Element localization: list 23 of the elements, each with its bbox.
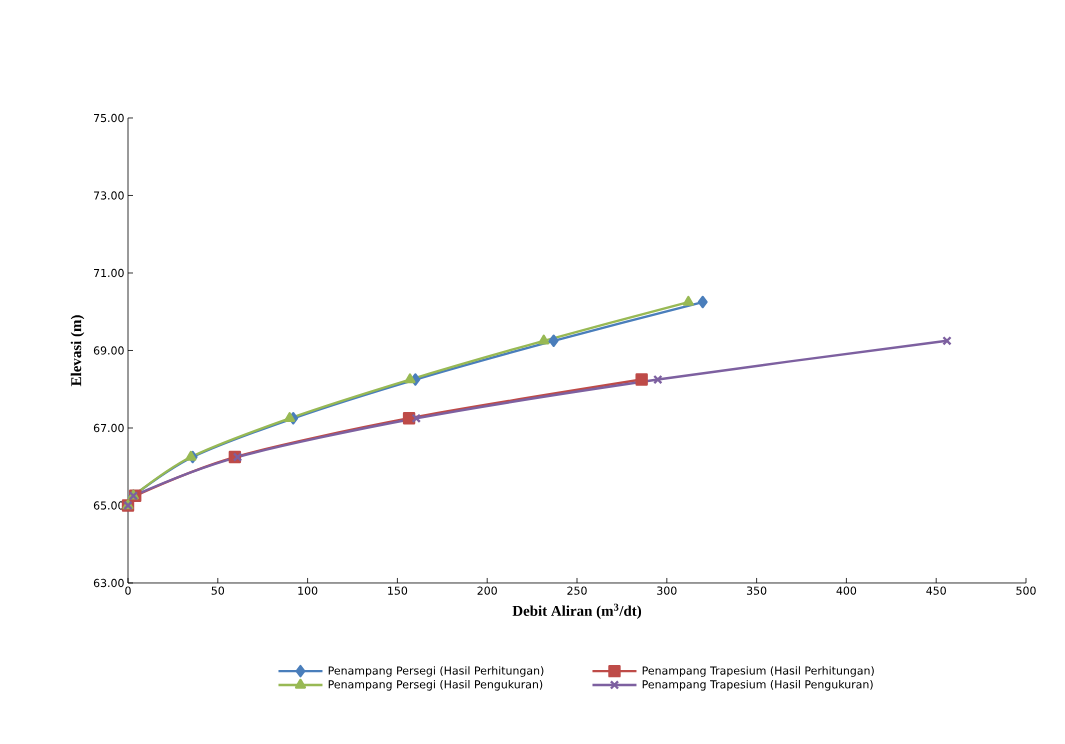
y-tick-label: 69.00 [93, 346, 124, 355]
x-tick-label: 0 [125, 586, 131, 595]
x-tick-label: 100 [298, 586, 318, 595]
legend-label: Penampang Trapesium (Hasil Perhitungan) [642, 666, 874, 677]
x-tick-label: 50 [211, 586, 225, 595]
x-axis-title: Debit Aliran (m$^{3}$/dt) [512, 603, 642, 619]
x-tick-label: 250 [567, 586, 587, 595]
x-tick-label: 200 [477, 586, 497, 595]
y-axis-title: Elevasi (m) [70, 315, 85, 387]
x-tick-label: 300 [657, 586, 677, 595]
y-tick-label: 63.00 [93, 578, 124, 588]
x-tick-label: 350 [746, 586, 767, 595]
legend-label: Penampang Persegi (Hasil Pengukuran) [328, 680, 543, 691]
y-tick-label: 67.00 [93, 423, 124, 433]
y-tick-label: 73.00 [94, 191, 124, 200]
x-tick-label: 450 [926, 586, 946, 595]
y-tick-label: 75.00 [94, 113, 124, 123]
legend-label: Penampang Trapesium (Hasil Pengukuran) [642, 680, 873, 691]
legend-label: Penampang Persegi (Hasil Perhitungan) [328, 666, 544, 677]
y-tick-label: 71.00 [94, 268, 124, 278]
x-tick-label: 500 [1016, 586, 1036, 595]
x-tick-label: 150 [388, 586, 408, 595]
x-tick-label: 400 [836, 586, 857, 595]
